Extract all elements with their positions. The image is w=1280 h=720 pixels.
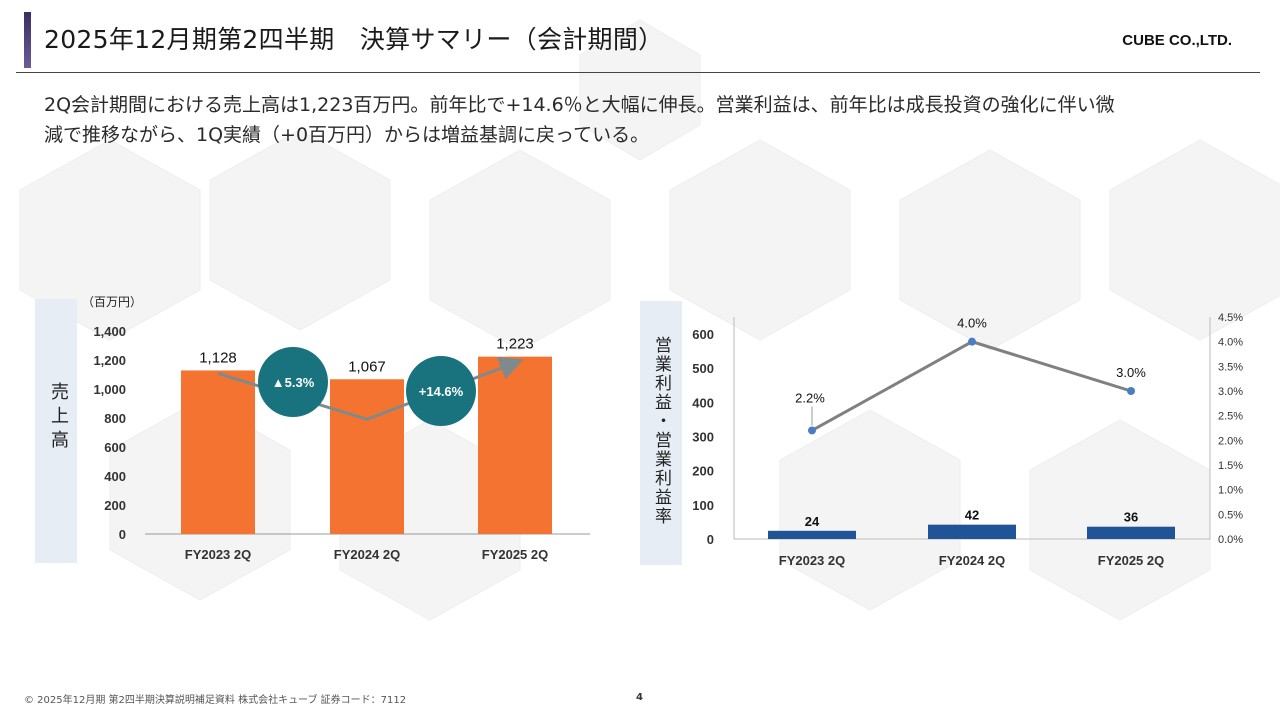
profit-value-label: 42 xyxy=(965,508,979,523)
sales-chart: 0 200 400 600 800 1,000 1,200 1,400 1,128 FY2023 … xyxy=(93,324,590,562)
sales-y-tick-label: 200 xyxy=(104,498,126,513)
sales-x-tick-label: FY2023 2Q xyxy=(185,547,252,562)
margin-y2-tick-label: 0.0% xyxy=(1218,534,1243,546)
margin-y2-tick-label: 4.0% xyxy=(1218,337,1243,349)
profit-y-tick-label: 200 xyxy=(692,464,714,479)
title-accent-bar xyxy=(24,12,31,68)
profit-y-tick-label: 100 xyxy=(692,498,714,513)
sales-y-tick-label: 800 xyxy=(104,411,126,426)
footer-copyright: © 2025年12月期 第2四半期決算説明補足資料 株式会社キューブ 証券コード… xyxy=(24,695,407,706)
margin-y2-tick-label: 1.0% xyxy=(1218,485,1243,497)
sales-unit-label: （百万円） xyxy=(82,295,143,309)
profit-axis-label: 営業利益・営業利益率 xyxy=(651,336,671,526)
profit-y-tick-label: 300 xyxy=(692,430,714,445)
profit-bar xyxy=(1087,526,1175,539)
profit-y-tick-label: 500 xyxy=(692,361,714,376)
sales-bar xyxy=(181,370,255,534)
title-divider xyxy=(16,72,1260,73)
profit-y-tick-label: 400 xyxy=(692,395,714,410)
operating-profit-chart: 0 100 200 300 400 500 600 0.0% 0.5% 1.0% 1.5% 2.0% 2… xyxy=(692,312,1243,568)
sales-y-tick-label: 400 xyxy=(104,469,126,484)
summary-line-2: 減で推移ながら、1Q実績（+0百万円）からは増益基調に戻っている。 xyxy=(44,124,650,146)
growth-rate-label: +14.6% xyxy=(419,384,464,399)
profit-x-tick-label: FY2024 2Q xyxy=(939,553,1006,568)
margin-y2-tick-label: 0.5% xyxy=(1218,509,1243,521)
profit-x-tick-label: FY2025 2Q xyxy=(1098,553,1165,568)
margin-point xyxy=(968,337,976,346)
profit-value-label: 36 xyxy=(1124,510,1138,525)
growth-rate-bubble xyxy=(258,347,328,417)
margin-y2-tick-label: 2.5% xyxy=(1218,411,1243,423)
profit-bar xyxy=(768,530,856,539)
sales-y-tick-label: 0 xyxy=(119,527,126,542)
sales-x-tick-label: FY2024 2Q xyxy=(334,547,401,562)
profit-bar xyxy=(928,524,1016,539)
sales-axis-label: 売上高 xyxy=(48,382,69,454)
sales-label-panel xyxy=(35,299,77,563)
profit-y-tick-label: 600 xyxy=(692,327,714,342)
sales-x-tick-label: FY2025 2Q xyxy=(482,547,549,562)
summary-text: 2Q会計期間における売上高は1,223百万円。前年比で+14.6％と大幅に伸長。… xyxy=(44,90,1244,150)
profit-y-tick-label: 0 xyxy=(707,532,714,547)
page-title: 2025年12月期第2四半期 決算サマリー（会計期間） xyxy=(44,25,664,54)
margin-y2-tick-label: 3.5% xyxy=(1218,361,1243,373)
sales-value-label: 1,067 xyxy=(348,358,386,375)
margin-y2-tick-label: 3.0% xyxy=(1218,386,1243,398)
growth-rate-bubble xyxy=(406,356,476,426)
sales-y-tick-label: 1,200 xyxy=(93,353,126,368)
company-name: CUBE CO.,LTD. xyxy=(1122,32,1232,49)
margin-value-label: 2.2% xyxy=(795,390,825,405)
margin-y2-tick-label: 2.0% xyxy=(1218,435,1243,447)
sales-bar xyxy=(330,379,404,534)
sales-y-tick-label: 1,000 xyxy=(93,382,126,397)
profit-value-label: 24 xyxy=(805,514,820,529)
sales-bar xyxy=(478,356,552,534)
sales-y-tick-label: 1,400 xyxy=(93,324,126,339)
page-number: 4 xyxy=(636,692,643,703)
margin-value-label: 3.0% xyxy=(1116,365,1146,380)
margin-value-label: 4.0% xyxy=(957,316,987,331)
margin-y2-tick-label: 1.5% xyxy=(1218,460,1243,472)
growth-rate-label: ▲5.3% xyxy=(272,375,315,390)
margin-line xyxy=(811,340,1132,432)
margin-y2-tick-label: 4.5% xyxy=(1218,312,1243,324)
sales-value-label: 1,128 xyxy=(199,349,237,366)
sales-y-tick-label: 600 xyxy=(104,440,126,455)
summary-line-1: 2Q会計期間における売上高は1,223百万円。前年比で+14.6％と大幅に伸長。… xyxy=(44,94,1115,116)
margin-point xyxy=(808,426,816,435)
profit-x-tick-label: FY2023 2Q xyxy=(779,553,846,568)
profit-label-panel xyxy=(640,301,682,565)
sales-value-label: 1,223 xyxy=(496,336,534,353)
margin-point xyxy=(1127,387,1135,395)
